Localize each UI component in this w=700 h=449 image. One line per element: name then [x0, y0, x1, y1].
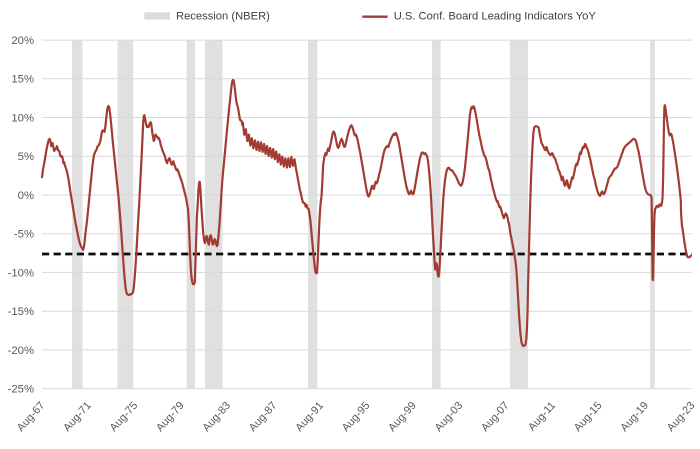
- svg-text:-15%: -15%: [8, 306, 34, 318]
- svg-text:0%: 0%: [18, 190, 34, 202]
- svg-text:-5%: -5%: [14, 229, 34, 241]
- svg-text:U.S. Conf. Board Leading Indic: U.S. Conf. Board Leading Indicators YoY: [394, 11, 597, 23]
- svg-text:20%: 20%: [11, 35, 34, 47]
- svg-text:Recession (NBER): Recession (NBER): [176, 11, 270, 23]
- svg-text:-25%: -25%: [8, 384, 34, 396]
- svg-text:-20%: -20%: [8, 345, 34, 357]
- svg-text:-10%: -10%: [8, 267, 34, 279]
- svg-text:5%: 5%: [18, 151, 34, 163]
- svg-text:10%: 10%: [11, 113, 34, 125]
- svg-text:15%: 15%: [11, 74, 34, 86]
